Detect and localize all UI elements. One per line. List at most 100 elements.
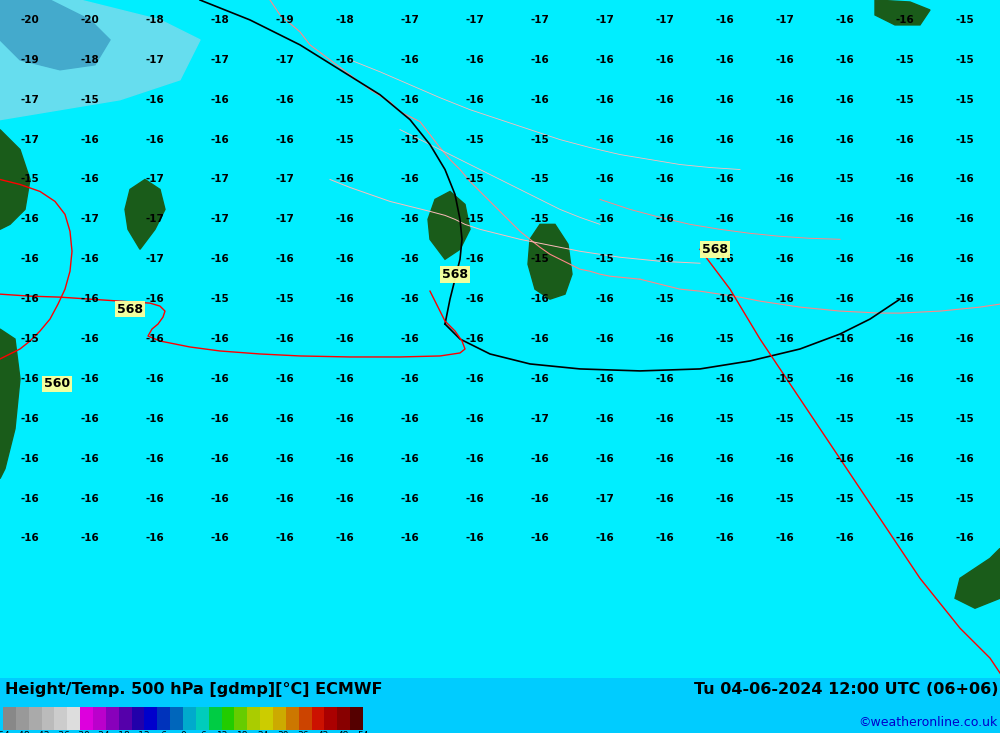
Text: -16: -16 bbox=[896, 254, 914, 264]
Text: -17: -17 bbox=[596, 493, 614, 504]
Text: -16: -16 bbox=[401, 454, 419, 464]
Text: -15: -15 bbox=[956, 55, 974, 65]
Text: -16: -16 bbox=[956, 174, 974, 185]
Text: -6: -6 bbox=[158, 732, 168, 733]
Text: -16: -16 bbox=[596, 534, 614, 543]
Text: -15: -15 bbox=[531, 135, 549, 144]
Text: -16: -16 bbox=[656, 374, 674, 384]
Text: -16: -16 bbox=[596, 294, 614, 304]
Text: -16: -16 bbox=[336, 294, 354, 304]
Bar bbox=[337, 707, 350, 730]
Text: -16: -16 bbox=[276, 534, 294, 543]
Bar bbox=[183, 707, 196, 730]
Text: -16: -16 bbox=[211, 493, 229, 504]
Text: -16: -16 bbox=[716, 374, 734, 384]
Text: -15: -15 bbox=[956, 135, 974, 144]
Text: 24: 24 bbox=[257, 732, 269, 733]
Text: -16: -16 bbox=[956, 534, 974, 543]
Text: -15: -15 bbox=[896, 95, 914, 105]
Text: -16: -16 bbox=[956, 254, 974, 264]
Text: -17: -17 bbox=[466, 15, 484, 25]
Text: -30: -30 bbox=[76, 732, 90, 733]
Text: -18: -18 bbox=[146, 15, 164, 25]
Text: -16: -16 bbox=[466, 534, 484, 543]
Text: -16: -16 bbox=[466, 414, 484, 424]
Text: -15: -15 bbox=[81, 95, 99, 105]
Text: -16: -16 bbox=[836, 95, 854, 105]
Text: -16: -16 bbox=[776, 254, 794, 264]
Text: -16: -16 bbox=[336, 454, 354, 464]
Text: -16: -16 bbox=[776, 534, 794, 543]
Text: -15: -15 bbox=[836, 414, 854, 424]
Text: -16: -16 bbox=[401, 374, 419, 384]
Bar bbox=[93, 707, 106, 730]
Polygon shape bbox=[528, 224, 572, 299]
Text: -15: -15 bbox=[21, 334, 39, 344]
Text: -16: -16 bbox=[466, 55, 484, 65]
Text: -16: -16 bbox=[466, 374, 484, 384]
Text: -17: -17 bbox=[531, 414, 549, 424]
Bar bbox=[196, 707, 209, 730]
Text: -16: -16 bbox=[716, 15, 734, 25]
Text: -16: -16 bbox=[211, 534, 229, 543]
Text: -16: -16 bbox=[211, 254, 229, 264]
Text: -16: -16 bbox=[896, 174, 914, 185]
Text: -16: -16 bbox=[656, 493, 674, 504]
Text: -16: -16 bbox=[596, 174, 614, 185]
Text: -17: -17 bbox=[211, 55, 229, 65]
Text: -16: -16 bbox=[81, 374, 99, 384]
Text: -16: -16 bbox=[656, 254, 674, 264]
Text: -16: -16 bbox=[531, 454, 549, 464]
Text: -16: -16 bbox=[466, 254, 484, 264]
Text: -16: -16 bbox=[401, 294, 419, 304]
Text: 0: 0 bbox=[180, 732, 186, 733]
Bar bbox=[273, 707, 286, 730]
Text: -16: -16 bbox=[401, 95, 419, 105]
Text: 6: 6 bbox=[200, 732, 206, 733]
Text: -16: -16 bbox=[146, 414, 164, 424]
Text: -16: -16 bbox=[211, 414, 229, 424]
Text: -16: -16 bbox=[716, 214, 734, 224]
Text: -18: -18 bbox=[81, 55, 99, 65]
Bar bbox=[42, 707, 54, 730]
Text: -16: -16 bbox=[656, 534, 674, 543]
Text: -16: -16 bbox=[211, 374, 229, 384]
Text: -16: -16 bbox=[776, 334, 794, 344]
Text: -16: -16 bbox=[81, 174, 99, 185]
Text: -16: -16 bbox=[836, 454, 854, 464]
Text: -16: -16 bbox=[276, 334, 294, 344]
Text: -16: -16 bbox=[276, 95, 294, 105]
Bar bbox=[209, 707, 222, 730]
Text: -20: -20 bbox=[21, 15, 39, 25]
Text: -16: -16 bbox=[81, 334, 99, 344]
Bar bbox=[260, 707, 273, 730]
Text: -16: -16 bbox=[146, 454, 164, 464]
Text: -15: -15 bbox=[531, 254, 549, 264]
Text: -15: -15 bbox=[956, 493, 974, 504]
Text: -16: -16 bbox=[656, 174, 674, 185]
Text: Tu 04-06-2024 12:00 UTC (06+06): Tu 04-06-2024 12:00 UTC (06+06) bbox=[694, 682, 998, 697]
Text: -16: -16 bbox=[956, 454, 974, 464]
Text: -15: -15 bbox=[716, 334, 734, 344]
Text: -16: -16 bbox=[956, 294, 974, 304]
Text: -16: -16 bbox=[716, 254, 734, 264]
Text: -16: -16 bbox=[656, 135, 674, 144]
Text: -15: -15 bbox=[276, 294, 294, 304]
Bar bbox=[29, 707, 42, 730]
Text: -16: -16 bbox=[401, 214, 419, 224]
Text: -24: -24 bbox=[96, 732, 110, 733]
Text: -16: -16 bbox=[896, 135, 914, 144]
Bar bbox=[170, 707, 183, 730]
Text: -16: -16 bbox=[656, 454, 674, 464]
Text: -16: -16 bbox=[596, 95, 614, 105]
Bar bbox=[16, 707, 29, 730]
Text: -16: -16 bbox=[596, 135, 614, 144]
Text: -16: -16 bbox=[531, 374, 549, 384]
Text: -16: -16 bbox=[466, 95, 484, 105]
Text: -16: -16 bbox=[336, 334, 354, 344]
Text: -16: -16 bbox=[21, 374, 39, 384]
Text: -20: -20 bbox=[81, 15, 99, 25]
Text: -16: -16 bbox=[836, 15, 854, 25]
Text: -15: -15 bbox=[836, 174, 854, 185]
Text: -15: -15 bbox=[716, 414, 734, 424]
